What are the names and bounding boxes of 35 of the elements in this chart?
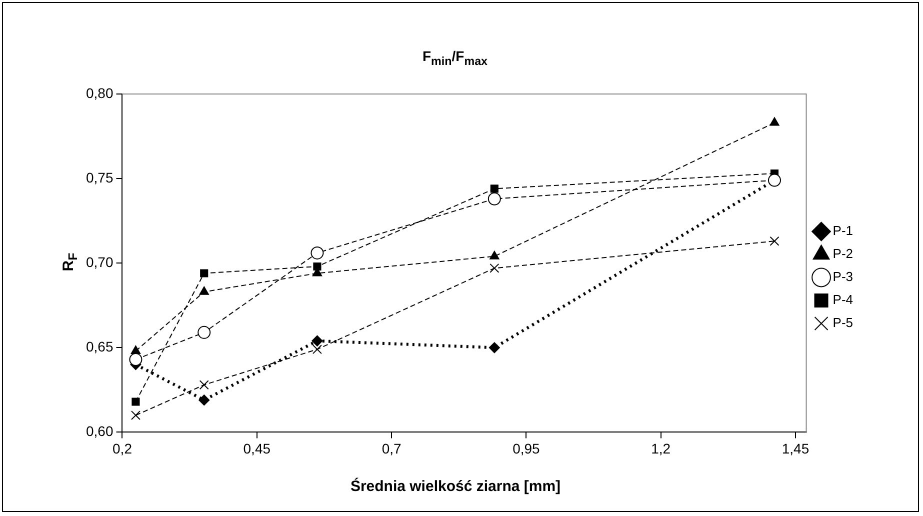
point (132, 398, 140, 406)
x-tick-label: 0,7 (382, 440, 402, 456)
chart-title: F$_{min}$/F$_{max}$ (421, 48, 489, 68)
point (199, 286, 209, 295)
point (490, 184, 498, 193)
point (130, 346, 141, 354)
point (129, 352, 142, 366)
x-tick-label: 1,45 (782, 440, 810, 456)
x-tick-label: 0,45 (243, 440, 271, 456)
y-tick-label: 0,70 (86, 254, 114, 270)
point (312, 335, 323, 346)
y-tick-label: 0,80 (86, 84, 114, 101)
legend-label: P-1 (832, 223, 854, 238)
point (490, 250, 500, 260)
point (313, 262, 322, 271)
point (770, 236, 780, 246)
point (198, 394, 210, 406)
x-axis-title: Średnia wielkość ziarna [mm] (349, 478, 562, 495)
legend-label: P-5 (832, 315, 854, 330)
point (488, 342, 500, 354)
legend-label: P-4 (832, 292, 854, 308)
x-tick-label: 1,2 (651, 440, 671, 456)
y-tick-label: 0,75 (86, 169, 114, 186)
point (490, 263, 500, 273)
point (200, 269, 208, 278)
x-tick-label: 0,95 (512, 440, 540, 456)
legend-label: P-3 (832, 269, 854, 284)
x-tick-label: 0,2 (112, 440, 132, 456)
y-tick-label: 0,65 (86, 338, 114, 355)
y-tick-label: 0,60 (86, 423, 114, 440)
point (199, 380, 209, 390)
point (770, 117, 780, 126)
legend-label: P-2 (832, 246, 854, 262)
point (130, 410, 140, 420)
point (312, 344, 322, 354)
